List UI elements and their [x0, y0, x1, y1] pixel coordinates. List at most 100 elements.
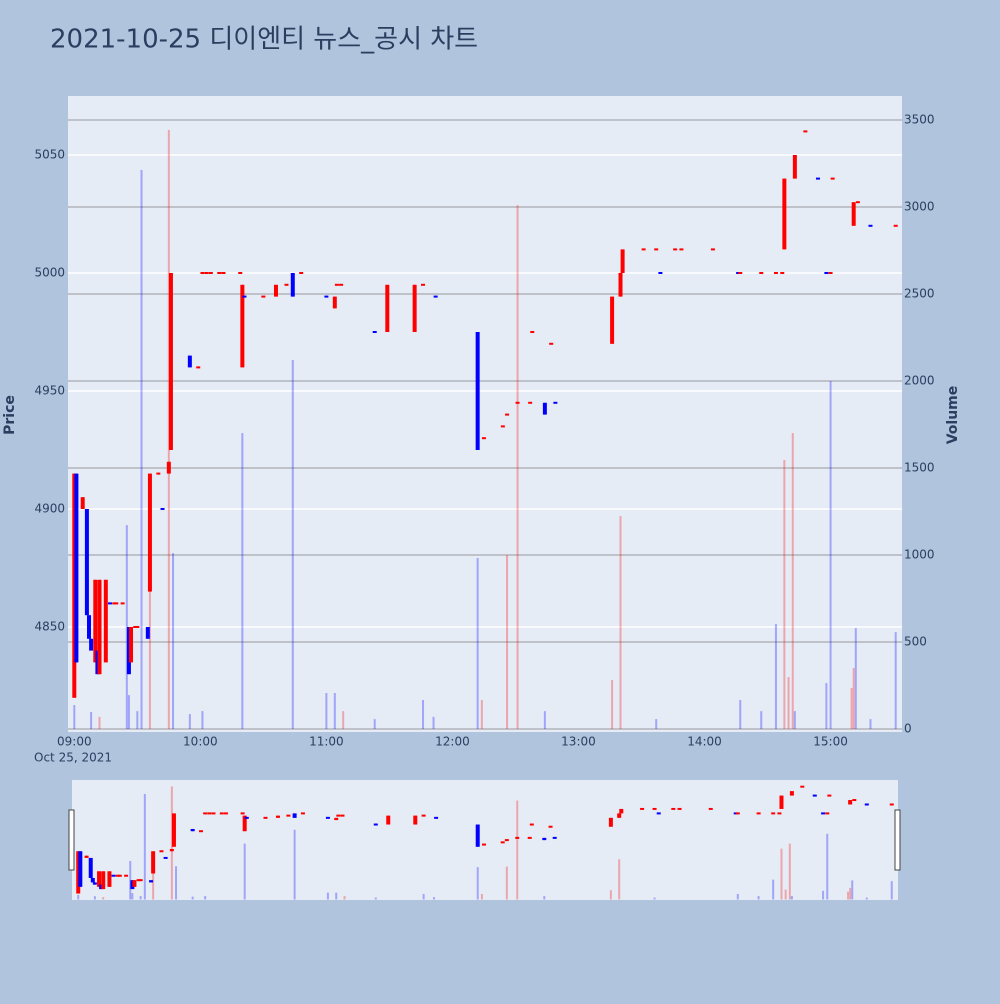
candle-body	[530, 330, 535, 333]
candle-body	[263, 816, 268, 819]
candle-body	[340, 814, 345, 817]
volume-bar	[826, 833, 829, 900]
candle-body	[89, 638, 94, 651]
volume-bar	[780, 848, 783, 900]
volume-bar	[291, 359, 294, 730]
volume-bar	[136, 711, 139, 730]
candle-body	[830, 177, 835, 180]
y-tick-label: 4850	[34, 619, 65, 633]
candle-body	[114, 602, 119, 605]
volume-bar	[822, 890, 825, 900]
candle-body	[549, 342, 554, 345]
volume-bar	[374, 897, 377, 900]
x-tick-label: 09:00	[57, 735, 92, 749]
range-slider[interactable]	[72, 780, 898, 900]
candle-body	[149, 880, 154, 883]
y-tick-label: 5050	[34, 147, 65, 161]
slider-handle[interactable]	[68, 809, 75, 871]
candle-body	[107, 871, 112, 887]
volume-bar	[772, 879, 775, 900]
candle-body	[101, 871, 106, 890]
candle-body	[481, 437, 486, 440]
candle-body	[334, 817, 339, 821]
candle-body	[671, 807, 676, 810]
candle-body	[171, 813, 176, 847]
candle-body	[475, 824, 480, 847]
volume-bar	[480, 893, 483, 900]
candle-body	[481, 843, 486, 846]
volume-bar	[335, 892, 338, 900]
y-tick-label: 4950	[34, 383, 65, 397]
slider-handle[interactable]	[894, 809, 901, 871]
candle-body	[529, 823, 534, 826]
candle-body	[654, 248, 659, 251]
candle-body	[433, 295, 438, 298]
candle-body	[434, 816, 439, 819]
candle-body	[196, 366, 201, 369]
volume-bar	[757, 896, 760, 900]
candle-body	[736, 271, 741, 274]
candle-body	[848, 800, 853, 805]
volume-bar	[73, 705, 76, 730]
candle-body	[159, 850, 164, 853]
candle-body	[528, 401, 533, 404]
volume-bar	[170, 786, 173, 900]
candle-body	[475, 331, 480, 450]
candle-body	[738, 271, 743, 274]
candle-body	[299, 271, 304, 274]
volume-bar	[422, 699, 425, 730]
volume-bar	[342, 711, 345, 730]
volume-bar	[191, 896, 194, 900]
candle-body	[147, 473, 152, 592]
candle-body	[515, 836, 520, 839]
volume-bar	[609, 890, 612, 900]
candle-body	[504, 839, 509, 842]
candle-body	[163, 856, 168, 859]
candle-body	[800, 785, 805, 788]
plot-area	[68, 96, 902, 732]
y-tick-label: 5000	[34, 265, 65, 279]
volume-bar	[760, 711, 763, 730]
candle-body	[735, 812, 740, 815]
candle-body	[373, 823, 378, 826]
candle-body	[74, 473, 79, 663]
candle-body	[223, 812, 228, 815]
candle-body	[673, 248, 678, 251]
candle-body	[828, 271, 833, 274]
volume-bar	[167, 129, 170, 730]
y2-tick-label: 3000	[904, 200, 935, 214]
candle-body	[208, 271, 213, 274]
volume-bar	[516, 205, 519, 730]
volume-bar	[516, 800, 519, 900]
candle-body	[656, 812, 661, 815]
candle-body	[792, 154, 797, 179]
candle-body	[290, 272, 295, 297]
volume-bar	[849, 887, 852, 900]
volume-bar	[784, 889, 787, 900]
candle-body	[385, 284, 390, 332]
candle-body	[108, 602, 113, 605]
volume-bar	[618, 859, 621, 900]
candle-body	[413, 815, 418, 825]
candle-body	[782, 178, 787, 250]
candle-body	[610, 296, 615, 344]
x-axis-date: Oct 25, 2021	[34, 751, 112, 765]
candle-body	[542, 402, 547, 415]
candle-body	[240, 284, 245, 368]
candle-body	[207, 812, 212, 815]
chart-title: 2021-10-25 디이엔티 뉴스_공시 차트	[50, 25, 478, 55]
candle-body	[868, 224, 873, 227]
volume-bar	[148, 555, 151, 730]
y2-tick-label: 0	[904, 722, 912, 736]
candle-body	[789, 791, 794, 796]
candle-body	[135, 625, 140, 628]
candle-body	[679, 248, 684, 251]
volume-bar	[543, 896, 546, 900]
candle-body	[527, 836, 532, 839]
volume-bar	[432, 716, 435, 730]
volume-bar	[829, 381, 832, 730]
volume-bar	[188, 714, 191, 730]
candle-body	[851, 202, 856, 226]
candle-body	[168, 272, 173, 450]
candle-body	[641, 248, 646, 251]
